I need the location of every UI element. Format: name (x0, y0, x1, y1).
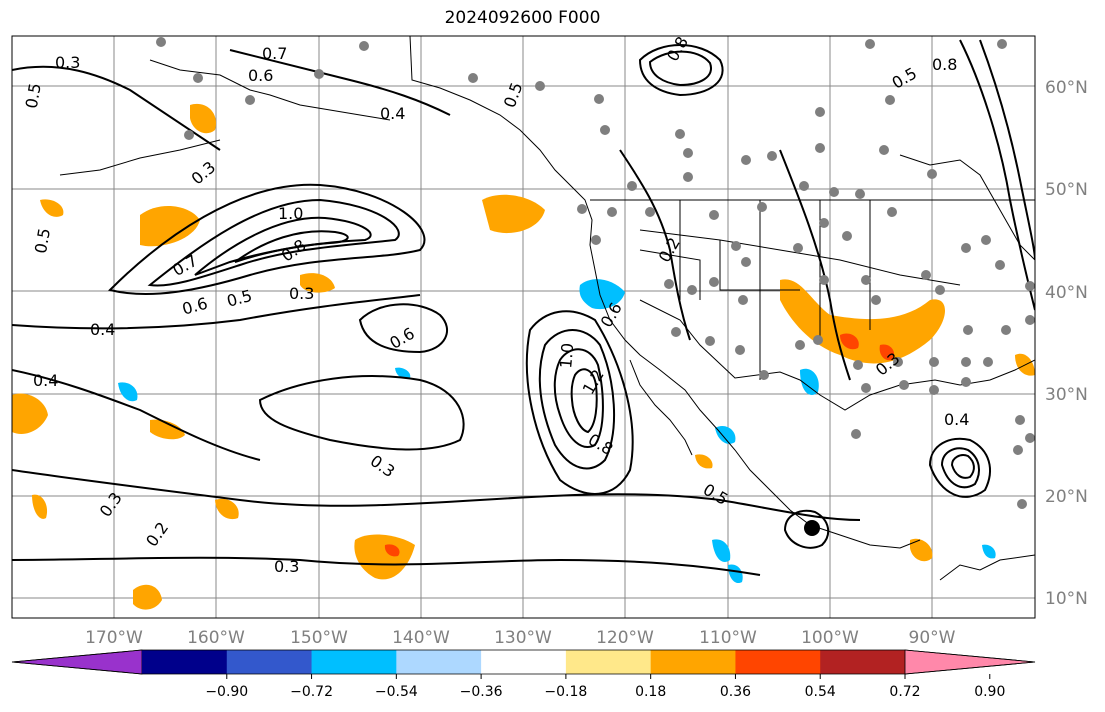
lon-label: 120°W (596, 628, 654, 648)
contour-label: 0.3 (274, 557, 299, 576)
storm-marker (804, 520, 820, 536)
contour-label: 0.4 (380, 104, 405, 123)
shade-positive-strong (879, 344, 895, 361)
shade-positive (150, 419, 185, 440)
lon-label: 130°W (494, 628, 552, 648)
colorbar-tick-labels: −0.90 −0.72 −0.54 −0.36 −0.18 0.18 0.36 0.54 0.7… (205, 674, 1005, 700)
colorbar-tick-label: 0.72 (889, 684, 920, 700)
colorbar-bin (396, 650, 482, 674)
lon-label: 170°W (85, 628, 143, 648)
colorbar-bin (311, 650, 397, 674)
contour-label: 1.0 (556, 342, 577, 369)
lon-label: 140°W (392, 628, 450, 648)
shade-negative (712, 539, 731, 562)
contour-label: 0.5 (31, 227, 54, 255)
colorbar-tick-label: 0.18 (635, 684, 666, 700)
shade-negative (579, 279, 625, 310)
shade-positive (32, 494, 48, 519)
shade-positive (140, 205, 200, 247)
colorbar-tick-label: −0.90 (205, 684, 248, 700)
station-markers (156, 37, 1035, 509)
shade-positive (215, 498, 239, 520)
shade-negative (728, 564, 743, 584)
contour-label: 0.3 (55, 53, 80, 72)
colorbar-tick-label: −0.72 (290, 684, 333, 700)
shade-positive-strong (384, 544, 400, 557)
colorbar (11, 649, 1036, 675)
map-title: 2024092600 F000 (444, 8, 601, 28)
shade-negative (715, 425, 736, 444)
colorbar-bin (481, 650, 567, 674)
contour-label: 0.7 (262, 44, 287, 63)
lat-label: 50°N (1045, 180, 1088, 200)
lon-label: 160°W (187, 628, 245, 648)
colorbar-bin (565, 650, 652, 674)
lon-label: 110°W (699, 628, 757, 648)
shade-positive (354, 534, 415, 580)
lat-label: 30°N (1045, 385, 1088, 405)
shade-positive (300, 273, 335, 293)
lat-label: 40°N (1045, 283, 1088, 303)
colorbar-bin (735, 650, 821, 674)
shade-positive (695, 454, 713, 469)
lon-label: 90°W (909, 628, 956, 648)
contour-label: 0.4 (944, 410, 969, 429)
colorbar-extend-low (11, 649, 143, 675)
graticule (12, 36, 1035, 618)
lon-label: 100°W (801, 628, 859, 648)
shade-positive (910, 538, 933, 562)
shade-positive (190, 103, 216, 134)
shade-negative (118, 382, 138, 402)
shade-positive (133, 584, 162, 610)
contour-label: 0.8 (932, 55, 957, 74)
colorbar-tick-label: −0.18 (544, 684, 587, 700)
latitude-labels: 60°N 50°N 40°N 30°N 20°N 10°N (1045, 78, 1088, 609)
colorbar-tick-label: 0.54 (805, 684, 836, 700)
shade-positive-strong (840, 333, 859, 350)
colorbar-tick-label: 0.90 (974, 684, 1005, 700)
shade-negative (395, 367, 411, 379)
colorbar-tick-label: 0.36 (720, 684, 751, 700)
shade-negative (800, 368, 819, 396)
lat-label: 20°N (1045, 487, 1088, 507)
contour-label: 0.3 (289, 284, 314, 303)
shade-positive (482, 194, 545, 234)
colorbar-bin (650, 650, 736, 674)
contour-label: 0.6 (248, 66, 273, 85)
colorbar-tick-label: −0.36 (460, 684, 503, 700)
colorbar-bin (820, 650, 906, 674)
longitude-labels: 170°W 160°W 150°W 140°W 130°W 120°W 110°… (85, 628, 956, 648)
contour-label: 0.4 (90, 320, 115, 339)
contour-label: 0.5 (22, 82, 45, 110)
colorbar-bin (226, 650, 313, 674)
shade-positive (40, 199, 64, 217)
colorbar-extend-high (904, 649, 1036, 675)
lon-label: 150°W (290, 628, 348, 648)
colorbar-outline (11, 649, 1036, 675)
colorbar-tick-label: −0.54 (375, 684, 418, 700)
lat-label: 60°N (1045, 78, 1088, 98)
contour-label: 1.0 (278, 204, 303, 223)
contour-label: 0.4 (33, 371, 58, 390)
map-frame (11, 35, 1036, 619)
shade-positive (12, 393, 48, 435)
shade-negative (982, 544, 996, 559)
colorbar-bin (142, 650, 228, 674)
lat-label: 10°N (1045, 589, 1088, 609)
